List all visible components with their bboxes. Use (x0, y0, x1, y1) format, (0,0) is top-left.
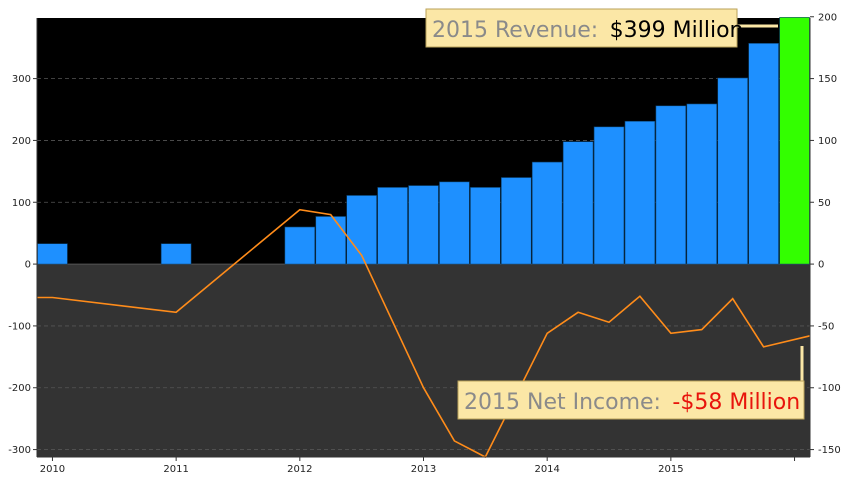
right-tick-label: -50 (818, 321, 834, 332)
revenue-bars (37, 17, 810, 265)
left-tick-label: 0 (25, 260, 31, 271)
left-tick-label: -100 (8, 321, 31, 332)
right-axis-ticks: 200 150 100 50 0 -50 -100 -150 (810, 12, 841, 456)
revenue-callout-box (425, 8, 738, 48)
left-tick-label: 200 (12, 136, 31, 147)
right-tick-label: 100 (818, 136, 837, 147)
x-tick-label: 2010 (40, 464, 65, 475)
x-tick-label: 2011 (163, 464, 188, 475)
revenue-callout-label: 2015 Revenue: (432, 18, 598, 43)
net-income-callout: 2015 Net Income: -$58 Million (457, 346, 805, 420)
left-tick-label: -300 (8, 445, 31, 456)
revenue-callout-value: $399 Million (610, 18, 744, 43)
revenue-bar (686, 103, 718, 265)
revenue-bar (624, 120, 656, 265)
revenue-bar (284, 226, 316, 265)
revenue-bar (315, 216, 346, 265)
right-tick-label: -150 (818, 445, 841, 456)
revenue-callout-text: 2015 Revenue: $399 Million (432, 18, 743, 43)
revenue-bar (439, 181, 470, 265)
revenue-bar (346, 195, 377, 265)
x-tick-label: 2014 (534, 464, 559, 475)
revenue-bar (37, 243, 68, 265)
negative-region-background (37, 264, 810, 457)
right-tick-label: 200 (818, 12, 837, 23)
left-tick-label: -200 (8, 383, 31, 394)
revenue-bar (470, 187, 501, 265)
revenue-bar (531, 161, 563, 265)
revenue-bar (377, 187, 408, 265)
x-tick-label: 2015 (658, 464, 683, 475)
revenue-bar (160, 243, 192, 265)
right-tick-label: -100 (818, 383, 841, 394)
net-income-callout-text: 2015 Net Income: -$58 Million (464, 390, 800, 415)
revenue-bar (562, 141, 594, 265)
net-income-callout-box (457, 380, 805, 420)
left-axis-ticks: 300 200 100 0 -100 -200 -300 (8, 74, 37, 456)
right-tick-label: 0 (818, 260, 824, 271)
x-tick-label: 2013 (411, 464, 436, 475)
revenue-bar (717, 77, 748, 265)
left-tick-label: 300 (12, 74, 31, 85)
x-axis-ticks: 2010 2011 2012 2013 2014 2015 (40, 457, 796, 475)
right-tick-label: 150 (818, 74, 837, 85)
right-tick-label: 50 (818, 198, 831, 209)
revenue-bar (500, 177, 532, 265)
revenue-bar (779, 17, 810, 265)
revenue-bar (408, 185, 439, 265)
revenue-bar (593, 126, 625, 265)
net-income-callout-value: -$58 Million (672, 390, 800, 415)
left-tick-label: 100 (12, 198, 31, 209)
revenue-callout: 2015 Revenue: $399 Million (425, 8, 778, 48)
revenue-bar (748, 43, 779, 265)
net-income-callout-label: 2015 Net Income: (464, 390, 661, 415)
x-tick-label: 2012 (287, 464, 312, 475)
revenue-bar (655, 105, 687, 265)
